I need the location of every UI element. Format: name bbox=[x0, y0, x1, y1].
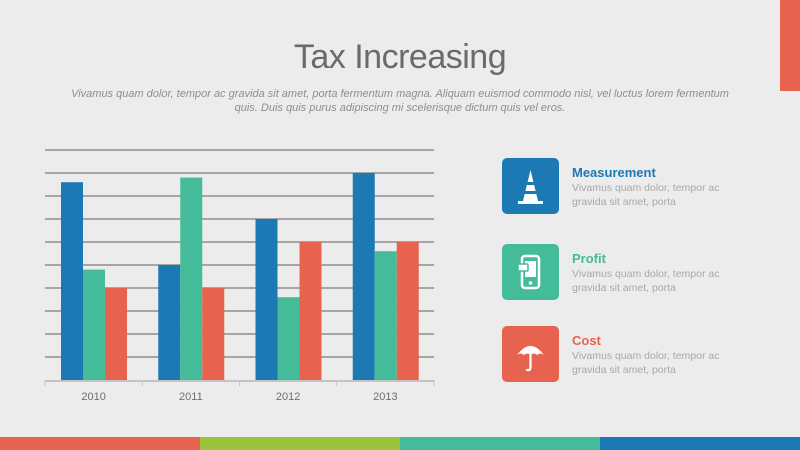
x-tick-label: 2011 bbox=[179, 391, 203, 403]
legend-icon-box bbox=[502, 244, 559, 300]
bottom-color-bar bbox=[0, 437, 800, 450]
legend-title: Measurement bbox=[572, 165, 656, 180]
bar-cost-2010 bbox=[105, 288, 127, 380]
legend-title: Cost bbox=[572, 333, 601, 348]
bottom-bar-segment bbox=[600, 437, 800, 450]
bottom-bar-segment bbox=[0, 437, 200, 450]
bar-measurement-2011 bbox=[158, 265, 181, 380]
bar-cost-2011 bbox=[202, 288, 225, 380]
legend-description: Vivamus quam dolor, tempor ac gravida si… bbox=[572, 268, 720, 294]
x-tick-label: 2013 bbox=[373, 391, 397, 403]
umbrella-icon bbox=[517, 346, 544, 372]
mobile-phone-icon bbox=[517, 254, 541, 290]
legend-icon-box bbox=[502, 326, 559, 382]
corner-accent-bar bbox=[780, 0, 800, 91]
bar-measurement-2012 bbox=[255, 219, 278, 380]
bar-profit-2011 bbox=[180, 177, 203, 380]
legend-item-cost: Cost Vivamus quam dolor, tempor ac gravi… bbox=[502, 326, 742, 382]
bar-profit-2012 bbox=[277, 297, 300, 380]
bottom-bar-segment bbox=[200, 437, 400, 450]
bar-cost-2013 bbox=[396, 242, 419, 380]
bar-profit-2010 bbox=[83, 269, 105, 380]
legend-description: Vivamus quam dolor, tempor ac gravida si… bbox=[572, 350, 720, 376]
x-tick-label: 2010 bbox=[81, 391, 105, 403]
legend-description: Vivamus quam dolor, tempor ac gravida si… bbox=[572, 182, 720, 208]
bottom-bar-segment bbox=[400, 437, 600, 450]
legend-title: Profit bbox=[572, 251, 606, 266]
legend-item-measurement: Measurement Vivamus quam dolor, tempor a… bbox=[502, 158, 742, 214]
slide-subtitle: Vivamus quam dolor, tempor ac gravida si… bbox=[71, 88, 729, 114]
legend-item-profit: Profit Vivamus quam dolor, tempor ac gra… bbox=[502, 244, 742, 300]
traffic-cone-icon bbox=[518, 170, 543, 204]
legend-icon-box bbox=[502, 158, 559, 214]
bar-measurement-2013 bbox=[352, 173, 375, 380]
bar-measurement-2010 bbox=[61, 182, 83, 380]
bar-cost-2012 bbox=[299, 242, 322, 380]
x-tick-label: 2012 bbox=[276, 391, 300, 403]
bar-profit-2013 bbox=[374, 251, 397, 380]
slide-title: Tax Increasing bbox=[293, 38, 507, 76]
